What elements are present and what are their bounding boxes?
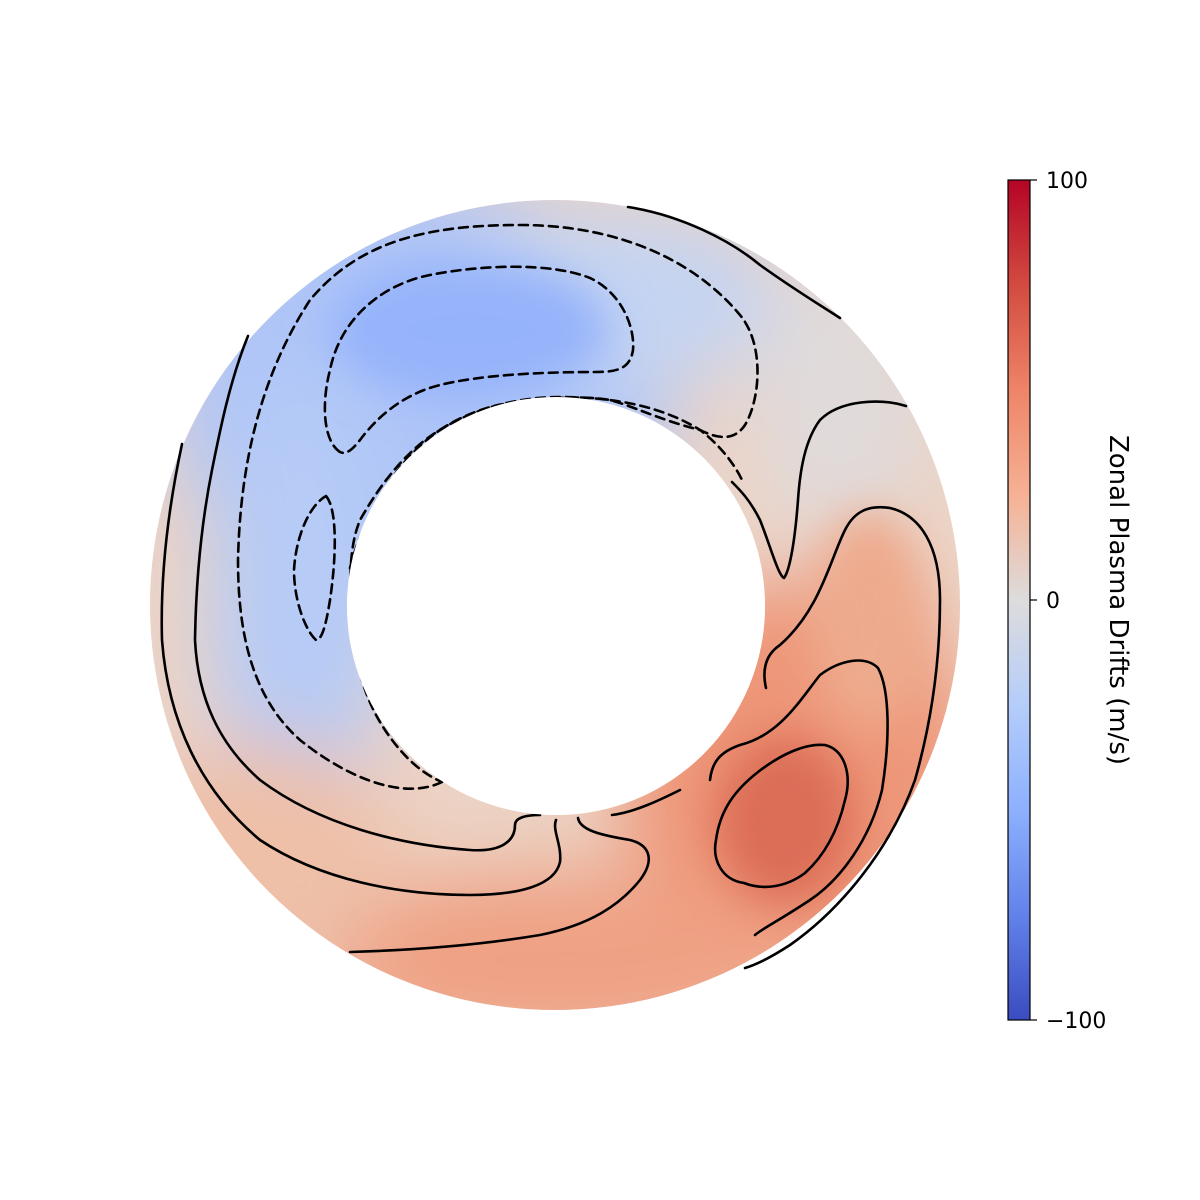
negative-region-west <box>210 370 390 830</box>
contour-zero-east <box>730 400 908 580</box>
contour-neg-inner <box>323 265 635 455</box>
colorbar-tick-label-min: −100 <box>1046 1009 1106 1034</box>
contour-pos-core <box>713 743 849 889</box>
colorbar-tick-label-max: 100 <box>1046 169 1088 194</box>
positive-region-southwest <box>149 740 400 980</box>
contour-pos-east <box>743 505 942 970</box>
contour-neg-west <box>292 494 337 642</box>
contour-zero-west <box>193 334 542 852</box>
positive-shoulder <box>810 510 930 730</box>
neutral-region-east <box>750 260 930 540</box>
colorbar-tick-label-zero: 0 <box>1046 589 1060 614</box>
contour-pos-southeast <box>708 659 889 937</box>
negative-core <box>330 260 610 400</box>
contour-pos-rim <box>610 788 682 817</box>
contour-neg-outer <box>236 223 759 790</box>
colorbar: 100 0 −100 Zonal Plasma Drifts (m/s) <box>1007 169 1133 1034</box>
contour-pos-southwest <box>348 816 650 954</box>
colorbar-label: Zonal Plasma Drifts (m/s) <box>1103 435 1133 765</box>
inner-hole <box>347 397 765 815</box>
contour-lines <box>160 205 942 970</box>
contour-zero-north <box>626 205 842 320</box>
colorbar-gradient <box>1007 179 1031 1021</box>
contour-pos-west <box>160 442 562 897</box>
